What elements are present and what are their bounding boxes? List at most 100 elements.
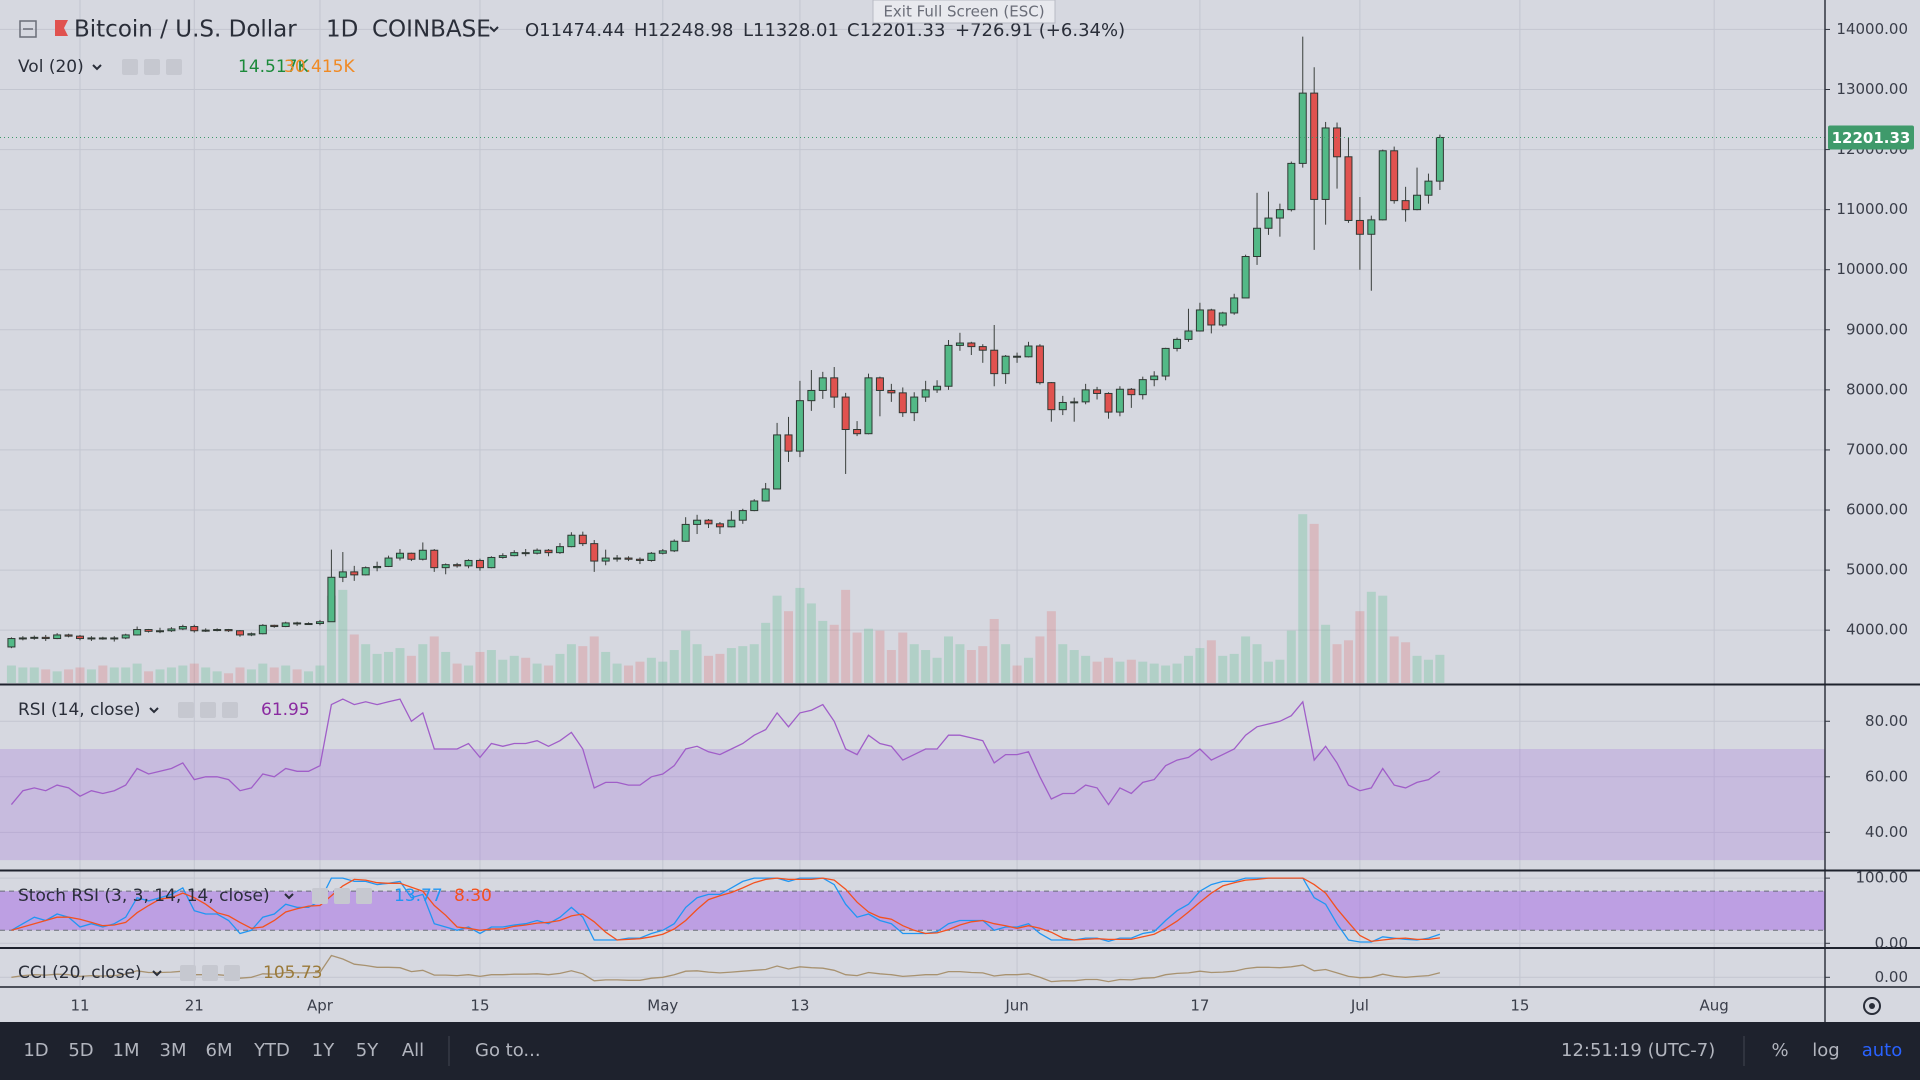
y-tick-label: 10000.00 — [1836, 260, 1908, 278]
volume-bar — [486, 650, 496, 683]
legend-icon[interactable] — [312, 888, 328, 904]
candle-body — [1161, 347, 1170, 377]
volume-bar — [509, 655, 519, 683]
y-tick-label: 4000.00 — [1846, 621, 1908, 639]
volume-bar — [212, 671, 222, 683]
symbol-name: Bitcoin / U.S. Dollar — [74, 17, 297, 43]
volume-bar — [589, 636, 599, 683]
candle-body — [430, 549, 439, 569]
legend-icon[interactable] — [178, 702, 194, 718]
y-tick-label: 6000.00 — [1846, 500, 1908, 518]
range-button[interactable]: YTD — [253, 1040, 290, 1061]
candle-body — [933, 385, 942, 391]
y-tick-label: 7000.00 — [1846, 440, 1908, 458]
candle-body — [1173, 338, 1182, 349]
indicator-name: CCI (20, close) — [18, 963, 142, 983]
candle-body — [1241, 256, 1250, 299]
legend-dropdown[interactable] — [152, 970, 162, 977]
legend-icon[interactable] — [180, 965, 196, 981]
candle-body — [990, 349, 999, 375]
scale-option[interactable]: % — [1771, 1040, 1788, 1061]
volume-bar — [738, 646, 748, 683]
candle-body — [1138, 379, 1147, 396]
volume-bar — [1183, 655, 1193, 683]
exchange: COINBASE — [372, 17, 491, 43]
volume-bar — [384, 651, 394, 683]
legend-icon[interactable] — [224, 965, 240, 981]
toolbar — [0, 1022, 1920, 1080]
goto-button[interactable]: Go to... — [475, 1040, 541, 1061]
candle-body — [213, 629, 222, 632]
legend-dropdown[interactable] — [92, 64, 102, 71]
candle-body — [121, 634, 130, 639]
symbol-dropdown[interactable] — [489, 26, 499, 33]
scale-option[interactable]: auto — [1862, 1040, 1903, 1061]
range-button[interactable]: 1D — [23, 1040, 48, 1061]
range-button[interactable]: 3M — [160, 1040, 187, 1061]
volume-bar — [841, 589, 851, 683]
volume-bar — [681, 630, 691, 683]
candle-body — [544, 549, 553, 554]
volume-bar — [1229, 653, 1239, 683]
exit-fullscreen-tip[interactable] — [872, 0, 1056, 24]
candle-body — [1195, 309, 1204, 332]
legend-icon[interactable] — [122, 59, 138, 75]
volume-bar — [1161, 665, 1171, 683]
range-button[interactable]: 1Y — [312, 1040, 335, 1061]
volume-bar — [1423, 659, 1433, 683]
candle-body — [464, 559, 473, 567]
candle-body — [807, 389, 816, 402]
legend-icon[interactable] — [166, 59, 182, 75]
range-button[interactable]: 5Y — [356, 1040, 379, 1061]
candle-body — [533, 549, 542, 554]
volume-bar — [235, 667, 245, 683]
candle-body — [1367, 219, 1376, 235]
volume-bar — [532, 663, 542, 683]
legend-icon[interactable] — [202, 965, 218, 981]
volume-bar — [178, 665, 188, 683]
candle-body — [658, 550, 667, 554]
range-button[interactable]: 6M — [206, 1040, 233, 1061]
legend-dropdown[interactable] — [149, 707, 159, 714]
legend-icon[interactable] — [222, 702, 238, 718]
candle-body — [635, 558, 644, 561]
volume-bar — [1058, 644, 1068, 683]
candle-body — [887, 389, 896, 394]
y-tick-label: 40.00 — [1865, 823, 1908, 841]
scale-option[interactable]: log — [1812, 1040, 1839, 1061]
ohlc-high: H12248.98 — [634, 20, 733, 41]
volume-bar — [144, 671, 154, 683]
volume-bar — [18, 667, 28, 683]
candle-body — [1413, 194, 1422, 211]
volume-bar — [1138, 661, 1148, 683]
legend-icon[interactable] — [144, 59, 160, 75]
volume-bar — [1412, 655, 1422, 683]
volume-bar — [1115, 661, 1125, 683]
candle-body — [510, 552, 519, 557]
candle-body — [1253, 227, 1262, 258]
settings-button[interactable] — [1863, 997, 1881, 1015]
range-button[interactable]: 5D — [68, 1040, 93, 1061]
candle-body — [967, 342, 976, 348]
legend-icon[interactable] — [356, 888, 372, 904]
candle-body — [475, 559, 484, 569]
candle-body — [441, 564, 450, 569]
range-button[interactable]: All — [402, 1040, 424, 1061]
candle-body — [293, 622, 302, 625]
range-button[interactable]: 1M — [113, 1040, 140, 1061]
volume-bar — [132, 663, 142, 683]
candle-body — [7, 638, 16, 648]
candle-body — [910, 396, 919, 414]
indicator-line — [10, 698, 1441, 806]
volume-bar — [726, 648, 736, 683]
collapse-button[interactable] — [19, 20, 37, 38]
candle-body — [18, 637, 27, 640]
legend-icon[interactable] — [200, 702, 216, 718]
volume-bar — [806, 603, 816, 683]
candle-body — [738, 510, 747, 521]
legend-dropdown[interactable] — [284, 893, 294, 900]
volume-bar — [201, 667, 211, 683]
candle-body — [727, 519, 736, 528]
indicator-name: Vol (20) — [18, 57, 84, 77]
legend-icon[interactable] — [334, 888, 350, 904]
